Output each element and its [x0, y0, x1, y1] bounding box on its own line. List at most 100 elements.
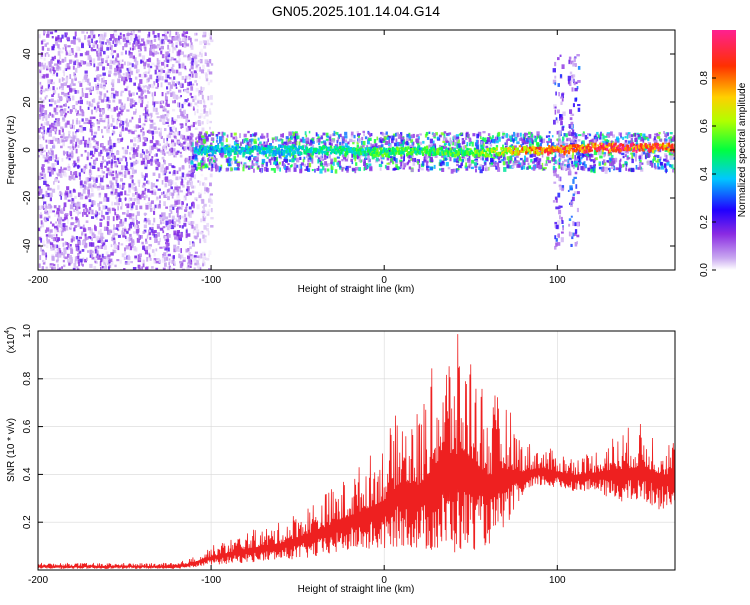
spectrogram-cell [202, 40, 207, 44]
spectrogram-cell [172, 268, 176, 270]
spectrogram-cell [245, 148, 249, 153]
spectrogram-cell [451, 146, 454, 150]
spectrogram-cell [639, 133, 642, 137]
spectrogram-cell [360, 145, 364, 150]
spectrogram-cell [148, 244, 152, 247]
spectrogram-cell [151, 156, 154, 159]
spectrogram-cell [468, 138, 472, 142]
spectrogram-cell [341, 154, 344, 158]
spectrogram-cell [449, 157, 452, 162]
spectrogram-cell [139, 253, 142, 258]
spectrogram-cell [93, 106, 97, 110]
spectrogram-cell [81, 31, 85, 34]
spectrogram-cell [181, 225, 184, 229]
spectrogram-cell [357, 135, 360, 138]
spectrogram-cell [285, 166, 289, 170]
spectrogram-cell [228, 163, 231, 167]
spectrogram-cell [125, 50, 127, 55]
spectrogram-cell [74, 259, 77, 265]
spectrogram-cell [578, 153, 581, 156]
spectrogram-cell [330, 158, 334, 162]
spectrogram-cell [169, 207, 172, 212]
spectrogram-cell [189, 265, 192, 268]
spectrogram-cell [202, 182, 205, 186]
spectrogram-cell [541, 167, 544, 171]
spectrogram-cell [42, 104, 45, 109]
spectrogram-cell [200, 52, 203, 58]
spectrogram-cell [210, 157, 213, 160]
spectrogram-cell [472, 133, 476, 137]
spectrogram-cell [560, 116, 564, 120]
spectrogram-cell [102, 175, 105, 178]
spectrogram-ridge-cell [194, 148, 197, 152]
spectrogram-cell [281, 138, 284, 144]
spectrogram-cell [182, 43, 184, 48]
spectrogram-cell [74, 67, 78, 73]
spectrogram-cell [656, 136, 661, 139]
spectrogram-cell [128, 41, 131, 45]
spectrogram-cell [565, 168, 567, 171]
spectrogram-cell [89, 164, 92, 169]
spectrogram-cell [296, 157, 300, 163]
spectrogram-cell [202, 217, 206, 222]
spectrogram-cell [506, 156, 510, 161]
spectrogram-cell [147, 77, 150, 83]
spectrogram-cell [190, 136, 193, 140]
spectrogram-cell [177, 231, 180, 237]
spectrogram-cell [152, 122, 156, 125]
spectrogram-cell [108, 70, 112, 74]
spectrogram-cell [548, 135, 551, 138]
spectrogram-cell [166, 151, 169, 154]
spectrogram-cell [89, 195, 92, 199]
spectrogram-cell [114, 202, 117, 206]
spectrogram-cell [205, 210, 209, 215]
spectrogram-cell [55, 120, 59, 123]
spectrogram-cell [71, 105, 75, 108]
spectrogram-cell [91, 123, 95, 126]
spectrogram-cell [293, 163, 297, 168]
spectrogram-cell [156, 44, 160, 49]
spectrogram-cell [129, 157, 132, 160]
spectrogram-cell [137, 145, 140, 149]
spectrogram-cell [94, 160, 97, 164]
spectrogram-cell [135, 191, 138, 195]
spectrogram-cell [568, 56, 572, 60]
spectrogram-cell [119, 259, 122, 264]
spectrogram-cell [147, 38, 151, 41]
spectrogram-cell [129, 175, 133, 180]
spectrogram-cell [169, 129, 173, 132]
spectrogram-cell [155, 261, 159, 264]
spectrogram-cell [557, 138, 561, 144]
spectrogram-cell [557, 57, 560, 61]
spectrogram-cell [141, 185, 145, 188]
spectrogram-cell [57, 180, 60, 183]
spectrogram-cell [89, 176, 93, 180]
spectrogram-cell [171, 260, 175, 264]
spectrogram-cell [139, 153, 143, 158]
spectrogram-cell [62, 219, 65, 222]
spectrogram-cell [88, 55, 92, 60]
spectrogram-cell [569, 185, 573, 191]
spectrogram-cell [171, 142, 175, 148]
spectrogram-cell [298, 164, 301, 169]
spectrogram-cell [222, 136, 225, 142]
spectrogram-cell [49, 192, 52, 197]
spectrogram-cell [67, 219, 69, 224]
spectrogram-cell [554, 61, 557, 67]
spectrogram-cell [61, 91, 65, 95]
spectrogram-cell [149, 207, 153, 212]
spectrogram-cell [46, 217, 49, 222]
spectrogram-cell [249, 134, 253, 138]
spectrogram-cell [52, 126, 56, 131]
spectrogram-cell [503, 167, 507, 172]
spectrogram-cell [99, 218, 103, 221]
spectrogram-cell [155, 50, 158, 55]
spectrogram-cell [67, 106, 70, 109]
spectrogram-cell [56, 87, 58, 90]
spectrogram-cell [52, 44, 55, 48]
spectrogram-cell [187, 119, 190, 122]
spectrogram-cell [189, 92, 192, 96]
spectrogram-cell [69, 139, 73, 144]
spectrogram-cell [136, 199, 140, 205]
spectrogram-cell [337, 162, 340, 167]
